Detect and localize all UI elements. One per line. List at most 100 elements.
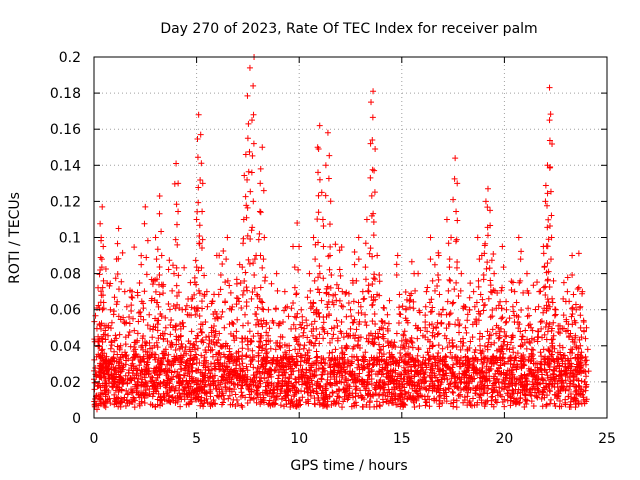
data-point [526,353,533,360]
data-point [504,390,511,397]
data-point [534,279,541,286]
data-point [464,346,471,353]
data-point [275,380,282,387]
data-point [237,279,244,286]
data-point [284,303,291,310]
data-point [484,204,491,211]
data-point [296,396,303,403]
data-point [264,390,271,397]
data-point [262,274,269,281]
data-point [257,165,264,172]
data-point [507,378,514,385]
data-point [238,356,245,363]
data-point [335,360,342,367]
data-point [221,360,228,367]
data-point [231,357,238,364]
data-point [102,393,109,400]
data-point [248,394,255,401]
y-tick-label: 0.1 [59,231,81,247]
data-point [292,336,299,343]
data-point [539,334,546,341]
data-point [499,398,506,405]
data-point [240,365,247,372]
data-point [582,368,589,375]
data-point [197,176,204,183]
data-point [241,172,248,179]
data-point [332,346,339,353]
data-point [198,383,205,390]
data-point [477,311,484,318]
data-point [261,375,268,382]
data-point [334,323,341,330]
data-point [450,403,457,410]
data-point [233,295,240,302]
data-point [160,355,167,362]
data-point [560,279,567,286]
data-point [477,392,484,399]
data-point [530,403,537,410]
data-point [491,287,498,294]
data-point [143,271,150,278]
data-point [380,343,387,350]
data-point [239,345,246,352]
data-point [488,341,495,348]
data-point [422,334,429,341]
data-point [351,316,358,323]
data-point [173,341,180,348]
data-point [365,287,372,294]
data-point [547,256,554,263]
data-point [349,345,356,352]
data-point [520,289,527,296]
data-point [466,398,473,405]
data-point [301,325,308,332]
data-point [518,381,525,388]
data-point [476,256,483,263]
data-point [440,371,447,378]
data-point [132,346,139,353]
data-point [360,403,367,410]
data-point [296,243,303,250]
data-point [98,288,105,295]
data-point [359,381,366,388]
data-point [115,360,122,367]
data-point [546,222,553,229]
data-point [98,237,105,244]
data-point [369,361,376,368]
data-point [380,371,387,378]
data-point [493,305,500,312]
data-point [274,386,281,393]
data-point [458,387,465,394]
data-point [514,390,521,397]
data-point [146,311,153,318]
data-point [516,321,523,328]
data-point [367,245,374,252]
data-point [91,379,98,386]
data-point [446,381,453,388]
data-point [181,396,188,403]
data-point [148,297,155,304]
data-point [322,359,329,366]
data-point [269,360,276,367]
data-point [201,272,208,279]
data-point [274,339,281,346]
data-point [248,337,255,344]
data-point [158,228,165,235]
data-point [511,395,518,402]
data-point [487,277,494,284]
data-point [544,375,551,382]
data-point [540,346,547,353]
data-point [162,346,169,353]
data-point [469,402,476,409]
data-point [110,355,117,362]
data-point [260,306,267,313]
data-point [330,331,337,338]
data-point [406,382,413,389]
data-point [338,244,345,251]
data-point [481,250,488,257]
data-point [281,288,288,295]
data-point [98,264,105,271]
x-tick-label: 15 [393,431,411,447]
data-point [302,351,309,358]
data-point [324,371,331,378]
data-point [169,287,176,294]
